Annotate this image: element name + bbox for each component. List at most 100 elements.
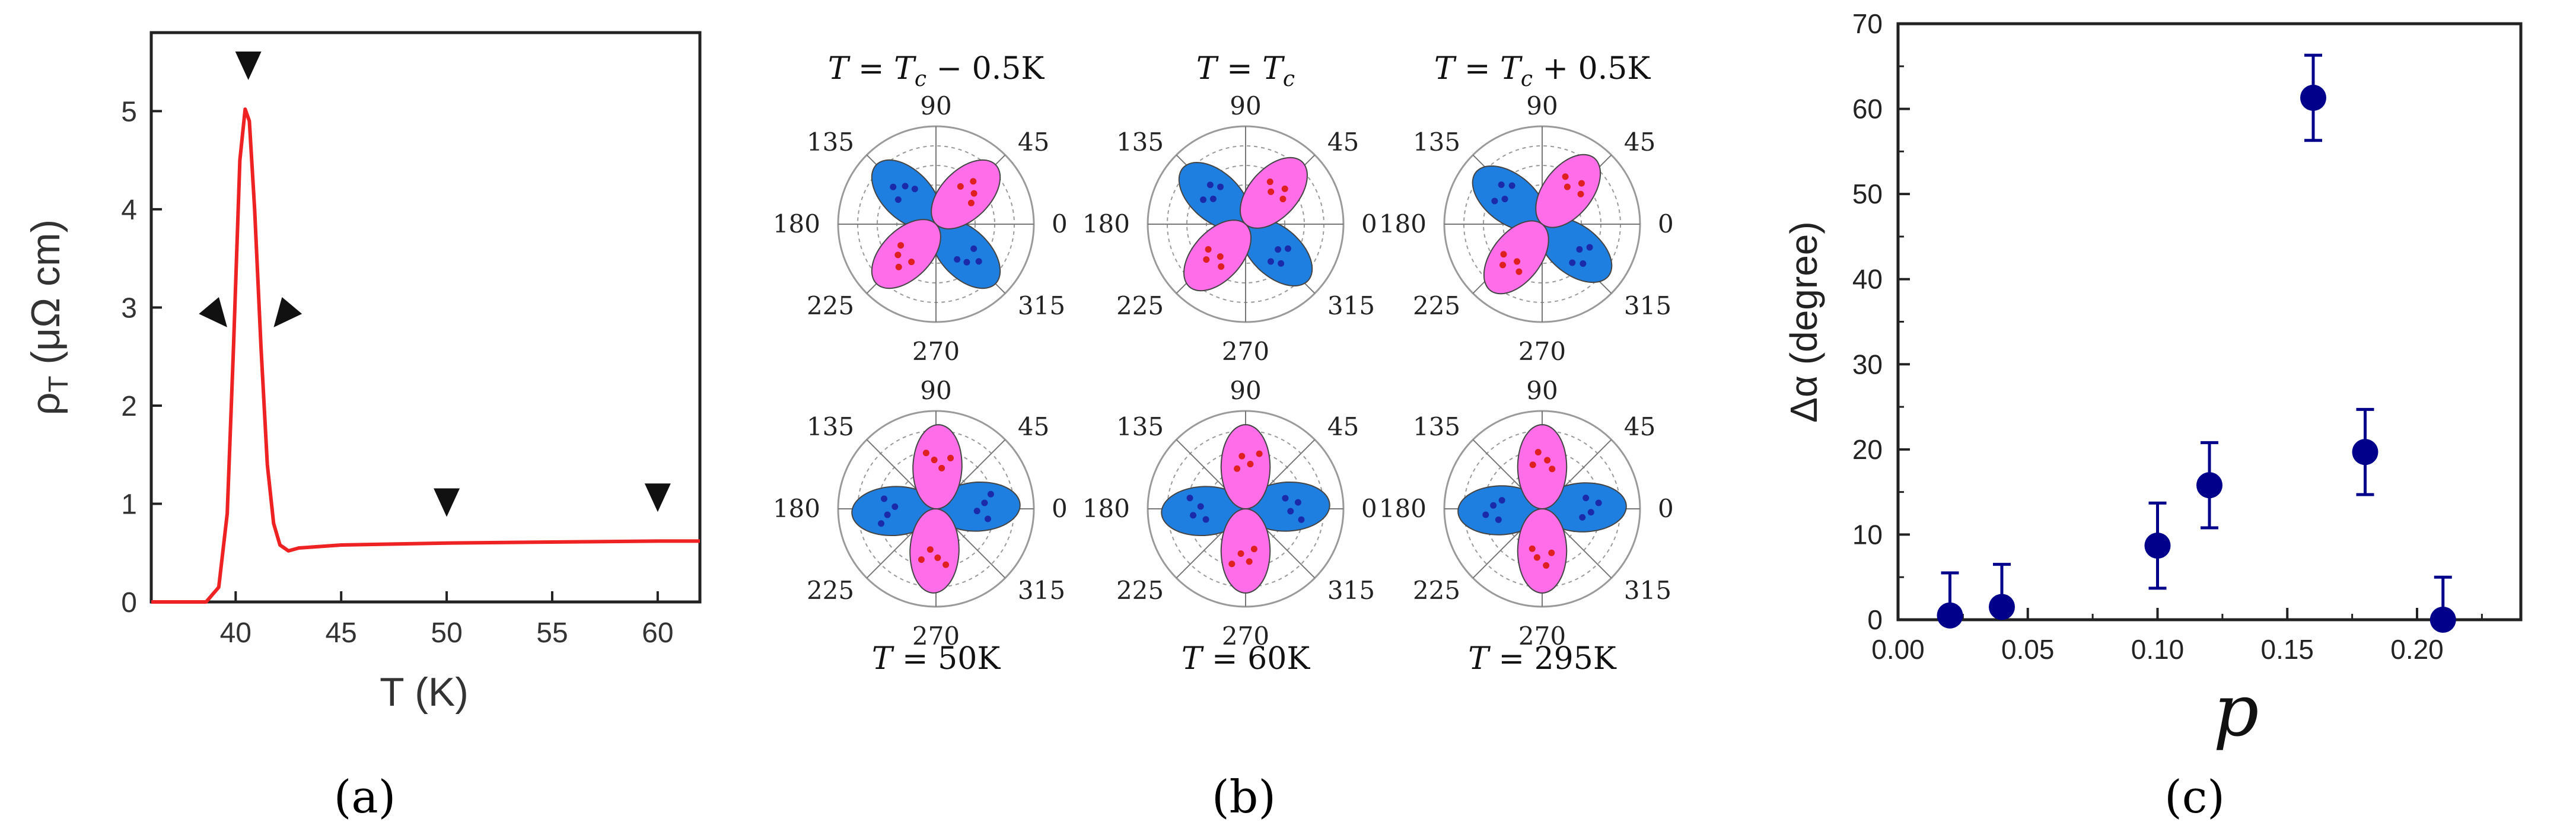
panel-b-label: (b) xyxy=(1212,770,1276,823)
panel-a-arrowhead-marker xyxy=(273,297,303,327)
polar-red-data-point xyxy=(908,259,915,266)
polar-angle-label: 180 xyxy=(1379,494,1426,523)
polar-blue-data-point xyxy=(1209,195,1217,202)
panel-c-x-axis-label: p xyxy=(2214,670,2259,753)
polar-angle-label: 180 xyxy=(773,209,820,238)
polar-angle-label: 135 xyxy=(1413,412,1460,441)
polar-red-data-point xyxy=(1217,253,1224,260)
polar-pink-lobe xyxy=(1517,508,1568,594)
polar-angle-label: 225 xyxy=(807,291,854,320)
panel-c-data-point xyxy=(2144,533,2171,559)
polar-red-data-point xyxy=(1279,196,1287,203)
polar-angle-label: 135 xyxy=(1413,128,1460,157)
polar-blue-data-point xyxy=(894,196,902,203)
panel-a-arrowhead-marker xyxy=(434,488,460,517)
polar-red-data-point xyxy=(1578,180,1585,187)
polar-angle-label: 45 xyxy=(1327,412,1359,441)
polar-red-data-point xyxy=(894,251,902,259)
polar-blue-data-point xyxy=(1579,514,1586,521)
polar-pink-lobe xyxy=(1517,424,1568,510)
polar-plot: 0 45 90 135 180 225 270 315 T = Tc − 0.5K xyxy=(773,51,1068,366)
polar-angle-label: 225 xyxy=(1413,576,1460,605)
polar-angle-label: 90 xyxy=(1230,376,1261,405)
polar-blue-data-point xyxy=(1587,509,1594,516)
polar-red-data-point xyxy=(1268,188,1275,195)
polar-angle-label: 270 xyxy=(1518,337,1566,366)
polar-pink-lobe xyxy=(1220,508,1271,594)
polar-red-data-point xyxy=(1533,554,1540,561)
polar-angle-label: 180 xyxy=(1379,209,1426,238)
polar-red-data-point xyxy=(1500,251,1507,258)
polar-red-data-point xyxy=(1529,461,1536,469)
polar-blue-data-point xyxy=(884,511,891,518)
polar-angle-label: 270 xyxy=(912,622,960,651)
polar-red-data-point xyxy=(895,263,902,270)
polar-red-data-point xyxy=(1218,263,1225,270)
polar-angle-label: 90 xyxy=(920,91,951,120)
polar-blue-data-point xyxy=(1580,260,1587,267)
panel-c-y-tick-label: 20 xyxy=(1852,434,1883,465)
polar-blue-data-point xyxy=(878,520,885,527)
polar-red-data-point xyxy=(1549,466,1556,473)
polar-blue-data-point xyxy=(984,515,991,522)
panel-c-x-tick-label: 0.00 xyxy=(1871,634,1925,665)
panel-b-polar-plots: 0 45 90 135 180 225 270 315 T = Tc − 0.5K 0 45 90 13… xyxy=(773,51,1674,823)
polar-red-data-point xyxy=(1205,246,1212,253)
polar-red-data-point xyxy=(1544,457,1551,464)
polar-blue-data-point xyxy=(1202,516,1209,523)
polar-angle-label: 135 xyxy=(807,128,854,157)
polar-red-data-point xyxy=(1246,558,1253,565)
panel-c-data-point xyxy=(2300,84,2326,111)
polar-blue-data-point xyxy=(1217,183,1224,190)
panel-c-x-tick-label: 0.10 xyxy=(2131,634,2185,665)
panel-a-x-tick-label: 45 xyxy=(325,617,356,649)
polar-red-data-point xyxy=(1250,546,1257,553)
polar-angle-label: 135 xyxy=(1116,128,1164,157)
polar-angle-label: 225 xyxy=(1116,576,1164,605)
panel-c-label: (c) xyxy=(2164,770,2225,823)
polar-pink-lobe xyxy=(912,424,963,510)
polar-blue-data-point xyxy=(970,245,977,252)
polar-angle-label: 90 xyxy=(920,376,951,405)
polar-angle-label: 315 xyxy=(1624,291,1671,320)
panel-a-x-axis-label: T (K) xyxy=(380,670,469,715)
polar-angle-label: 270 xyxy=(1222,622,1269,651)
polar-plot-title: T = 50K xyxy=(872,641,1001,677)
polar-blue-data-point xyxy=(1569,259,1576,266)
polar-red-data-point xyxy=(1234,465,1241,472)
polar-red-data-point xyxy=(938,464,945,471)
polar-blue-data-point xyxy=(963,259,970,266)
polar-plot-title: T = 295K xyxy=(1468,641,1617,677)
polar-blue-data-point xyxy=(1501,196,1508,203)
polar-pink-lobe xyxy=(1535,154,1601,228)
polar-blue-data-point xyxy=(902,183,909,190)
polar-red-data-point xyxy=(967,199,975,206)
panel-c-y-axis-label: Δα (degree) xyxy=(1782,221,1825,422)
polar-blue-data-point xyxy=(1200,196,1207,203)
panel-a-y-tick-label: 2 xyxy=(121,391,137,422)
polar-angle-label: 180 xyxy=(1082,494,1130,523)
polar-red-data-point xyxy=(1238,452,1246,460)
panel-c-y-tick-label: 70 xyxy=(1852,8,1883,39)
polar-blue-data-point xyxy=(1490,502,1497,509)
polar-blue-data-point xyxy=(891,503,899,510)
panel-a-x-tick-label: 55 xyxy=(536,617,568,649)
polar-angle-label: 270 xyxy=(912,337,960,366)
polar-angle-label: 90 xyxy=(1526,376,1558,405)
panel-a-x-tick-label: 60 xyxy=(642,617,673,649)
polar-blue-data-point xyxy=(954,256,961,263)
panel-c-data-point xyxy=(2352,439,2378,466)
polar-angle-label: 0 xyxy=(1361,494,1377,523)
polar-red-data-point xyxy=(1237,550,1244,557)
panel-a-y-axis-label: ρT (μΩ cm) xyxy=(23,219,74,416)
polar-angle-label: 90 xyxy=(1526,91,1558,120)
polar-angle-label: 315 xyxy=(1018,291,1065,320)
panel-c-y-tick-label: 60 xyxy=(1852,94,1883,125)
polar-angle-label: 225 xyxy=(807,576,854,605)
polar-angle-label: 0 xyxy=(1658,209,1674,238)
polar-plot: 0 45 90 135 180 225 270 315 T = Tc xyxy=(1082,51,1377,366)
panel-a-y-tick-label: 4 xyxy=(121,195,137,226)
polar-angle-label: 45 xyxy=(1327,128,1359,157)
polar-plot-title: T = 60K xyxy=(1182,641,1310,677)
polar-red-data-point xyxy=(922,450,929,457)
